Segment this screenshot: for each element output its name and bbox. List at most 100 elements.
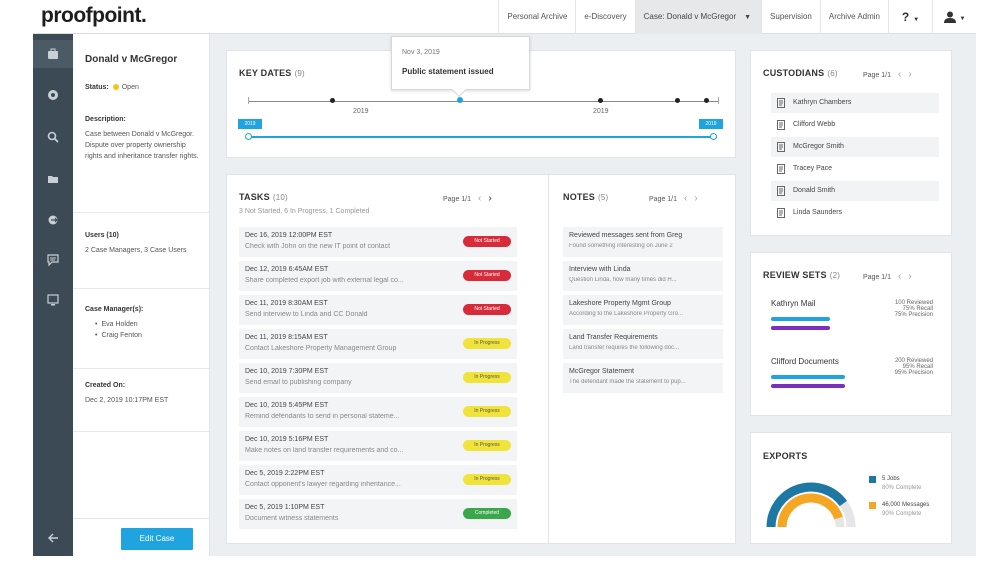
- review-set-reviewed: 100 Reviewed: [894, 300, 933, 306]
- task-summary: Document witness statements: [245, 515, 339, 522]
- custodian-row[interactable]: Tracey Pace: [771, 159, 939, 179]
- note-row[interactable]: Interview with Linda Question Linda, how …: [563, 261, 723, 291]
- timeline-event-selected[interactable]: [457, 97, 463, 103]
- exports-legend-item: 5 Jobs 80% Complete: [869, 475, 921, 493]
- export-icon: [48, 215, 58, 225]
- pager-label: Page 1/1: [649, 196, 678, 203]
- rail-legal-hold-button[interactable]: [33, 81, 73, 109]
- tooltip-date: Nov 3, 2019: [402, 49, 440, 56]
- timeline-event[interactable]: [598, 98, 603, 103]
- timeline-event[interactable]: [704, 98, 709, 103]
- divider: [73, 212, 210, 213]
- chevron-left-icon[interactable]: ‹: [898, 69, 902, 80]
- tab-case-dropdown[interactable]: Case: Donald v McGregor ▼: [634, 0, 762, 34]
- tab-archive-admin[interactable]: Archive Admin: [819, 0, 888, 34]
- edit-case-button[interactable]: Edit Case: [121, 528, 193, 550]
- rail-collapse-button[interactable]: [33, 524, 73, 552]
- task-row[interactable]: Dec 11, 2019 8:30AM EST Send interview to…: [239, 295, 517, 325]
- status-dot-icon: [112, 84, 119, 91]
- precision-bar: [771, 384, 845, 388]
- rail-export-button[interactable]: [33, 206, 73, 234]
- timeline-event[interactable]: [330, 98, 335, 103]
- review-set-recall: 75% Recall: [902, 306, 933, 312]
- divider: [73, 288, 210, 289]
- user-menu-button[interactable]: ▼: [932, 0, 976, 34]
- proofpoint-logo[interactable]: proofpoint.: [41, 4, 147, 27]
- custodian-row[interactable]: Clifford Webb: [771, 115, 939, 135]
- task-summary: Share completed export job with external…: [245, 277, 404, 284]
- exports-legend-item: 46,000 Messages 90% Complete: [869, 501, 929, 519]
- task-summary: Make notes on land transfer requirements…: [245, 447, 404, 454]
- divider: [73, 368, 210, 369]
- left-icon-rail: [33, 34, 73, 556]
- rail-folders-button[interactable]: [33, 165, 73, 193]
- chevron-right-icon[interactable]: ›: [908, 271, 912, 282]
- custodians-heading: CUSTODIANS: [763, 68, 825, 78]
- description-label: Description:: [85, 116, 126, 123]
- legend-sub: 90% Complete: [882, 511, 922, 517]
- timeline-event[interactable]: [675, 98, 680, 103]
- note-row[interactable]: McGregor Statement The defendant made the…: [563, 363, 723, 393]
- rail-notes-button[interactable]: [33, 246, 73, 274]
- task-row[interactable]: Dec 10, 2019 5:16PM EST Make notes on lan…: [239, 431, 517, 461]
- notes-count: (5): [598, 193, 609, 202]
- tab-e-discovery[interactable]: e-Discovery: [575, 0, 634, 34]
- managers-label: Case Manager(s):: [85, 306, 144, 313]
- case-title: Donald v McGregor: [85, 54, 178, 65]
- review-set-stats: 200 Reviewed 95% Recall 95% Precision: [895, 358, 933, 376]
- arrow-left-icon: [48, 533, 58, 543]
- range-end-label: 2019: [699, 119, 723, 129]
- task-row[interactable]: Dec 10, 2019 7:30PM EST Send email to pub…: [239, 363, 517, 393]
- chevron-right-icon[interactable]: ›: [908, 69, 912, 80]
- timeline-tooltip: Nov 3, 2019 Public statement issued: [391, 36, 530, 98]
- custodian-name: Kathryn Chambers: [793, 99, 852, 106]
- notes-title: NOTES (5): [563, 192, 608, 202]
- custodian-row[interactable]: McGregor Smith: [771, 137, 939, 157]
- review-set-name[interactable]: Kathryn Mail: [771, 299, 816, 308]
- tab-supervision[interactable]: Supervision: [761, 0, 820, 34]
- custodian-row[interactable]: Linda Saunders: [771, 203, 939, 223]
- task-row[interactable]: Dec 5, 2019 2:22PM EST Contact opponent's…: [239, 465, 517, 495]
- custodian-row[interactable]: Donald Smith: [771, 181, 939, 201]
- custodian-row[interactable]: Kathryn Chambers: [771, 93, 939, 113]
- divider: [73, 431, 210, 432]
- timeline-year-label: 2019: [353, 108, 369, 115]
- users-label[interactable]: Users (10): [85, 232, 119, 239]
- chevron-right-icon[interactable]: ›: [694, 193, 698, 204]
- range-slider-track[interactable]: [249, 136, 717, 138]
- range-end-handle[interactable]: [710, 133, 717, 140]
- custodian-icon: [777, 208, 785, 218]
- chevron-down-icon: ▼: [959, 16, 966, 22]
- review-set-name[interactable]: Clifford Documents: [771, 357, 839, 366]
- case-managers: Case Manager(s): Eva Holden Craig Fenton: [85, 304, 200, 341]
- chevron-left-icon[interactable]: ‹: [684, 193, 688, 204]
- note-row[interactable]: Lakeshore Property Mgmt Group According t…: [563, 295, 723, 325]
- task-row[interactable]: Dec 10, 2019 5:45PM EST Remind defendants…: [239, 397, 517, 427]
- custodian-icon: [777, 186, 785, 196]
- help-menu-button[interactable]: ? ▼: [888, 0, 932, 34]
- task-status-badge: In Progress: [463, 474, 511, 485]
- chevron-right-icon[interactable]: ›: [488, 193, 492, 204]
- task-row[interactable]: Dec 16, 2019 12:00PM EST Check with John …: [239, 227, 517, 257]
- tasks-title: TASKS (10): [239, 192, 288, 202]
- chevron-left-icon[interactable]: ‹: [898, 271, 902, 282]
- note-row[interactable]: Land Transfer Requirements Land transfer …: [563, 329, 723, 359]
- created-label: Created On:: [85, 382, 126, 389]
- tab-personal-archive[interactable]: Personal Archive: [498, 0, 575, 34]
- task-summary: Contact Lakeshore Property Management Gr…: [245, 345, 397, 352]
- note-title: Land Transfer Requirements: [569, 334, 658, 341]
- review-set-precision: 75% Precision: [894, 312, 933, 318]
- task-status-badge: In Progress: [463, 406, 511, 417]
- rail-review-button[interactable]: [33, 286, 73, 314]
- rail-search-button[interactable]: [33, 123, 73, 151]
- task-row[interactable]: Dec 11, 2019 8:15AM EST Contact Lakeshore…: [239, 329, 517, 359]
- top-bar: proofpoint. Personal Archive e-Discovery…: [33, 0, 976, 34]
- rail-case-button[interactable]: [33, 40, 73, 68]
- recall-bar: [771, 375, 845, 379]
- custodians-count: (6): [827, 69, 838, 78]
- range-start-handle[interactable]: [245, 133, 252, 140]
- note-row[interactable]: Reviewed messages sent from Greg Found so…: [563, 227, 723, 257]
- task-row[interactable]: Dec 5, 2019 1:10PM EST Document witness s…: [239, 499, 517, 529]
- task-row[interactable]: Dec 12, 2019 6:45AM EST Share completed e…: [239, 261, 517, 291]
- chevron-left-icon[interactable]: ‹: [478, 193, 482, 204]
